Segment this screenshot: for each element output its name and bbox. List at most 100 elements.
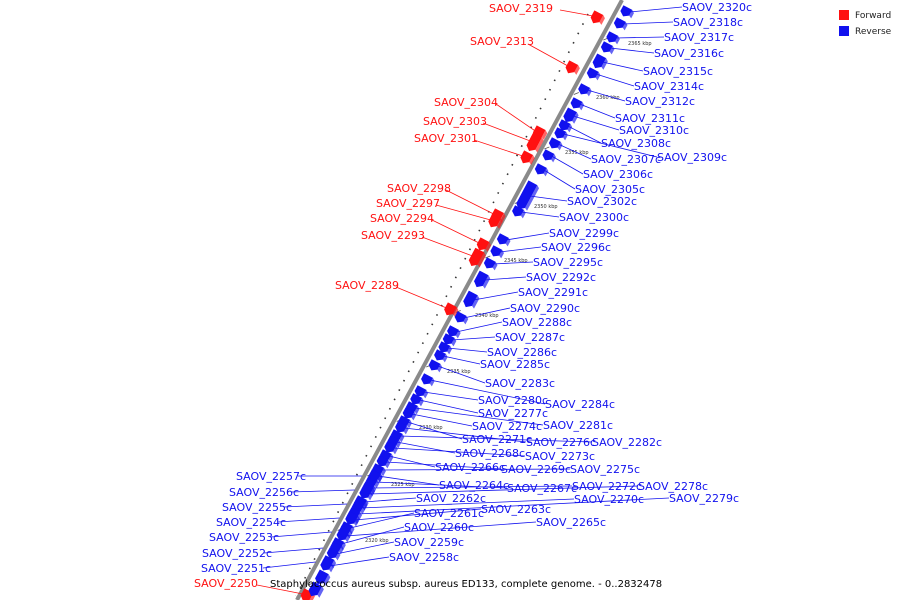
gene-reverse[interactable] [401,407,417,422]
gene-forward[interactable] [589,10,606,27]
gene-reverse[interactable] [557,119,573,134]
gene-label-reverse[interactable]: SAOV_2267c [507,482,577,495]
gene-label-reverse[interactable]: SAOV_2279c [669,492,739,505]
gene-label-reverse[interactable]: SAOV_2290c [510,302,580,315]
gene-label-reverse[interactable]: SAOV_2310c [619,124,689,137]
gene-reverse[interactable] [541,149,557,164]
gene-label-reverse[interactable]: SAOV_2318c [673,16,743,29]
gene-label-reverse[interactable]: SAOV_2275c [570,463,640,476]
gene-label-reverse[interactable]: SAOV_2287c [495,331,565,344]
gene-label-reverse[interactable]: SAOV_2288c [502,316,572,329]
gene-forward[interactable] [525,132,545,155]
gene-forward[interactable] [486,214,503,231]
gene-label-reverse[interactable]: SAOV_2254c [216,516,286,529]
gene-label-reverse[interactable]: SAOV_2300c [559,211,629,224]
gene-label-reverse[interactable]: SAOV_2259c [394,536,464,549]
gene-label-reverse[interactable]: SAOV_2266c [435,461,505,474]
gene-label-reverse[interactable]: SAOV_2320c [682,1,752,14]
gene-label-reverse[interactable]: SAOV_2265c [536,516,606,529]
gene-label-reverse[interactable]: SAOV_2305c [575,183,645,196]
gene-label-reverse[interactable]: SAOV_2315c [643,65,713,78]
gene-label-reverse[interactable]: SAOV_2292c [526,271,596,284]
gene-label-reverse[interactable]: SAOV_2274c [472,420,542,433]
gene-label-reverse[interactable]: SAOV_2314c [634,80,704,93]
gene-label-forward[interactable]: SAOV_2297 [376,197,440,210]
gene-reverse[interactable] [482,257,498,272]
gene-label-reverse[interactable]: SAOV_2316c [654,47,724,60]
gene-label-reverse[interactable]: SAOV_2317c [664,31,734,44]
gene-label-reverse[interactable]: SAOV_2309c [657,151,727,164]
gene-label-reverse[interactable]: SAOV_2291c [518,286,588,299]
gene-label-forward[interactable]: SAOV_2313 [470,35,534,48]
gene-label-reverse[interactable]: SAOV_2255c [222,501,292,514]
gene-label-reverse[interactable]: SAOV_2261c [414,507,484,520]
gene-label-reverse[interactable]: SAOV_2253c [209,531,279,544]
gene-label-reverse[interactable]: SAOV_2281c [543,419,613,432]
gene-reverse[interactable] [514,180,540,213]
gene-forward[interactable] [442,302,459,319]
gene-label-reverse[interactable]: SAOV_2268c [455,447,525,460]
gene-reverse[interactable] [328,541,344,556]
genome-backbone[interactable] [295,0,624,600]
gene-label-reverse[interactable]: SAOV_2269c [501,463,571,476]
gene-label-reverse[interactable]: SAOV_2257c [236,470,306,483]
gene-reverse[interactable] [569,97,585,112]
gene-reverse[interactable] [547,137,563,152]
gene-label-forward[interactable]: SAOV_2303 [423,115,487,128]
gene-reverse[interactable] [605,31,621,46]
gene-reverse[interactable] [360,483,376,498]
gene-reverse[interactable] [599,41,615,56]
gene-label-reverse[interactable]: SAOV_2285c [480,358,550,371]
gene-reverse[interactable] [432,349,448,364]
gene-label-reverse[interactable]: SAOV_2296c [541,241,611,254]
gene-label-reverse[interactable]: SAOV_2272c [572,480,642,493]
gene-label-reverse[interactable]: SAOV_2295c [533,256,603,269]
gene-reverse[interactable] [495,233,511,248]
gene-reverse[interactable] [352,497,368,512]
gene-reverse[interactable] [375,455,391,470]
gene-label-reverse[interactable]: SAOV_2302c [567,195,637,208]
gene-reverse[interactable] [453,311,469,326]
gene-reverse[interactable] [510,205,526,220]
gene-reverse[interactable] [576,83,592,98]
gene-reverse[interactable] [591,53,609,71]
gene-label-reverse[interactable]: SAOV_2311c [615,112,685,125]
gene-reverse[interactable] [445,325,461,340]
gene-label-reverse[interactable]: SAOV_2273c [525,450,595,463]
gene-reverse[interactable] [553,127,569,142]
gene-label-forward[interactable]: SAOV_2319 [489,2,553,15]
gene-reverse[interactable] [393,421,409,436]
gene-reverse[interactable] [533,163,549,178]
gene-reverse[interactable] [345,511,361,526]
gene-label-reverse[interactable]: SAOV_2276c [526,436,596,449]
gene-label-forward[interactable]: SAOV_2293 [361,229,425,242]
gene-label-reverse[interactable]: SAOV_2252c [202,547,272,560]
gene-label-forward[interactable]: SAOV_2289 [335,279,399,292]
gene-label-forward[interactable]: SAOV_2250 [194,577,258,590]
gene-label-reverse[interactable]: SAOV_2262c [416,492,486,505]
gene-reverse[interactable] [619,5,635,20]
gene-label-reverse[interactable]: SAOV_2263c [481,503,551,516]
gene-label-forward[interactable]: SAOV_2301 [414,132,478,145]
gene-reverse[interactable] [419,373,435,388]
gene-forward[interactable] [519,150,536,167]
gene-label-reverse[interactable]: SAOV_2256c [229,486,299,499]
gene-reverse[interactable] [337,525,353,540]
gene-label-reverse[interactable]: SAOV_2312c [625,95,695,108]
gene-label-reverse[interactable]: SAOV_2284c [545,398,615,411]
gene-reverse[interactable] [585,67,601,82]
gene-label-reverse[interactable]: SAOV_2258c [389,551,459,564]
gene-reverse[interactable] [307,581,325,599]
gene-reverse[interactable] [489,245,505,260]
gene-label-forward[interactable]: SAOV_2294 [370,212,434,225]
gene-label-reverse[interactable]: SAOV_2264c [439,479,509,492]
gene-label-reverse[interactable]: SAOV_2308c [601,137,671,150]
gene-label-forward[interactable]: SAOV_2304 [434,96,498,109]
gene-reverse[interactable] [427,359,443,374]
gene-reverse[interactable] [461,290,480,311]
gene-label-reverse[interactable]: SAOV_2299c [549,227,619,240]
gene-label-reverse[interactable]: SAOV_2307c [591,153,661,166]
gene-label-reverse[interactable]: SAOV_2278c [638,480,708,493]
gene-reverse[interactable] [325,547,341,562]
gene-reverse[interactable] [383,441,399,456]
